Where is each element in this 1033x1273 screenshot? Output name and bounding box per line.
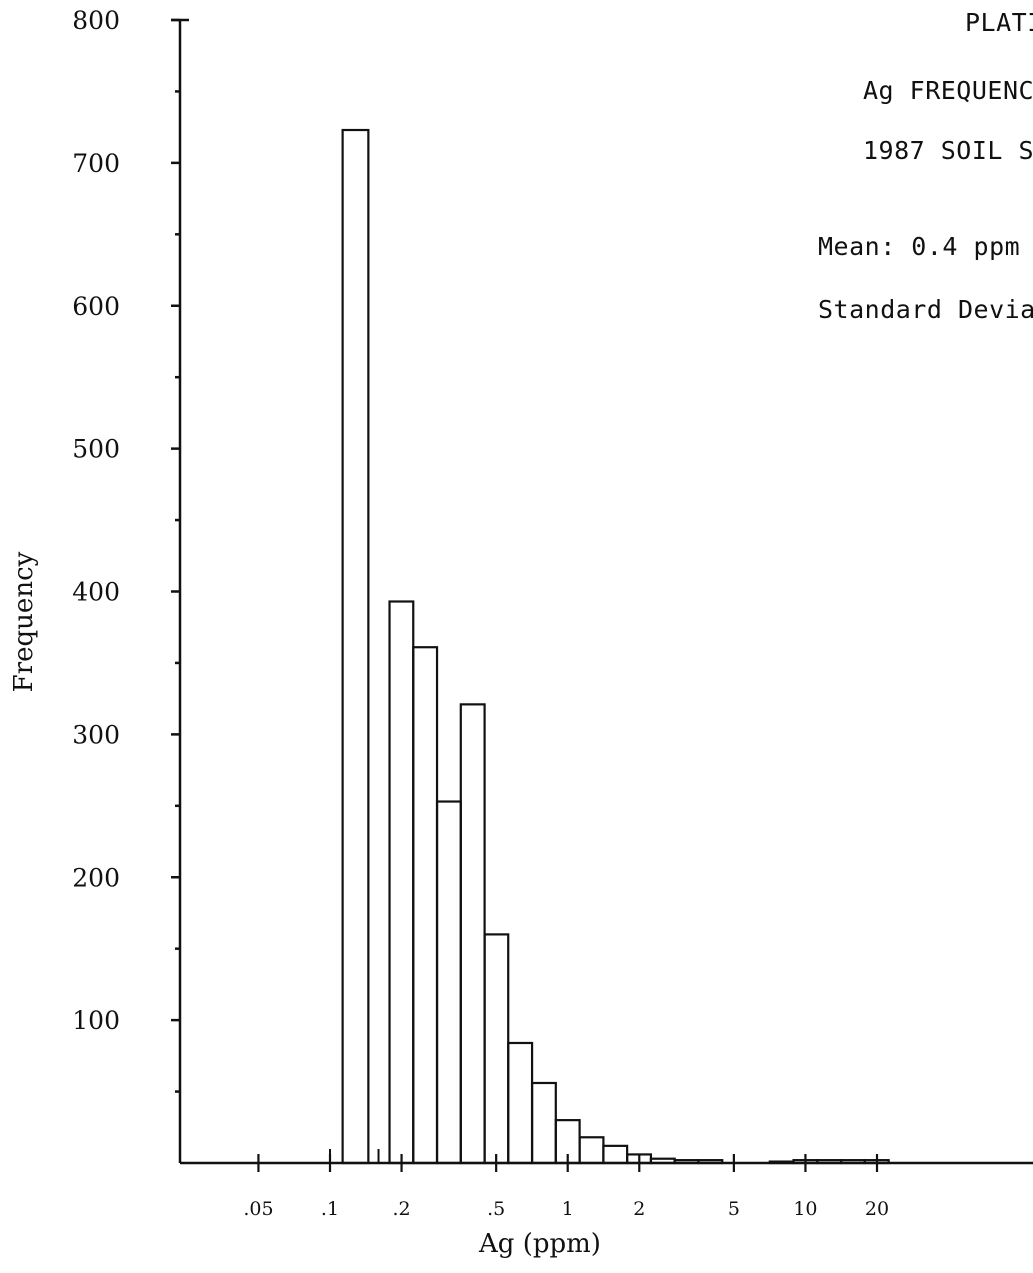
y-axis-title: Frequency (9, 551, 39, 692)
std-label: Standard Devia (818, 295, 1033, 324)
histogram-bar (649, 1157, 676, 1165)
y-tick-label: 100 (72, 1006, 120, 1035)
histogram-bar (578, 1136, 605, 1165)
x-tick-label: 5 (728, 1198, 740, 1220)
y-axis: 100 200 300 400 500 600 700 800 (72, 6, 189, 1163)
x-tick-label: 1 (562, 1198, 574, 1220)
plate-label: PLATI (965, 8, 1033, 37)
histogram-bar (435, 800, 462, 1165)
y-tick-label: 200 (72, 863, 120, 892)
x-tick-label: 2 (633, 1198, 645, 1220)
y-tick-label: 800 (72, 6, 120, 35)
y-tick-label: 600 (72, 292, 120, 321)
bars-group (329, 128, 890, 1165)
x-axis-title: Ag (ppm) (478, 1229, 601, 1259)
histogram-bar (863, 1159, 890, 1165)
x-tick-label: .5 (487, 1198, 505, 1220)
histogram-bar (483, 933, 510, 1165)
annotation-line-1: Ag FREQUENC (863, 76, 1033, 105)
mean-label: Mean: 0.4 ppm (818, 232, 1021, 261)
y-tick-label: 700 (72, 149, 120, 178)
x-tick-label: 10 (793, 1198, 817, 1220)
x-tick-label: .2 (392, 1198, 410, 1220)
histogram-bar (459, 703, 486, 1165)
x-tick-label: .1 (321, 1198, 339, 1220)
y-tick-label: 300 (72, 720, 120, 749)
histogram-bar (697, 1159, 724, 1165)
histogram-bar (507, 1041, 534, 1165)
histogram-bar (840, 1159, 866, 1165)
histogram-bar (673, 1159, 700, 1165)
annotation-line-2: 1987 SOIL S (863, 136, 1033, 165)
histogram-bar (768, 1160, 795, 1165)
y-tick-label: 400 (72, 578, 120, 607)
histogram-bar (602, 1144, 629, 1165)
histogram-bar (412, 646, 439, 1165)
histogram-bar (530, 1081, 557, 1165)
x-tick-label: .05 (243, 1198, 273, 1220)
x-tick-label: 20 (865, 1198, 889, 1220)
x-axis: .05 .1 .2 .5 1 2 5 10 20 (180, 1154, 1033, 1220)
histogram-bar (341, 128, 370, 1165)
histogram-bar (816, 1159, 843, 1165)
y-tick-label: 500 (72, 435, 120, 464)
histogram-bar (388, 600, 415, 1165)
